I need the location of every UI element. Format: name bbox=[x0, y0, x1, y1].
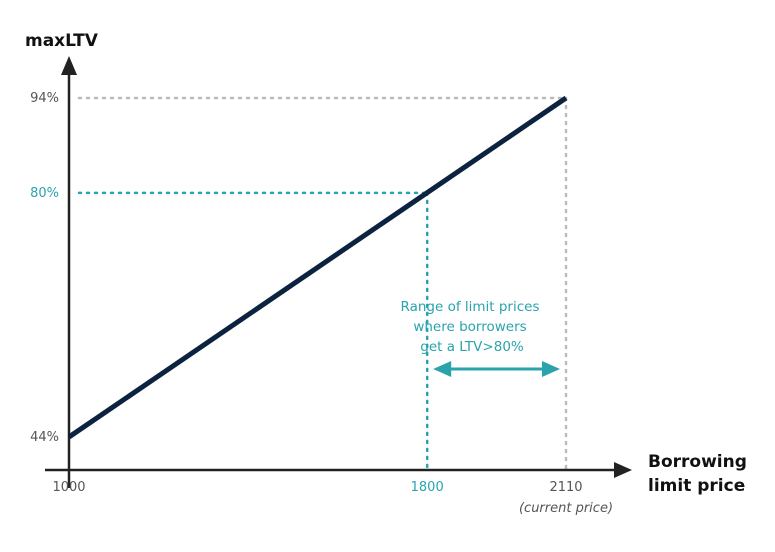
range-arrowhead-right bbox=[542, 361, 560, 377]
x-axis-arrowhead bbox=[614, 462, 632, 478]
range-annotation: Range of limit prices where borrowers ge… bbox=[400, 299, 560, 377]
annotation-line-1: Range of limit prices bbox=[400, 299, 539, 315]
series-line bbox=[67, 95, 568, 440]
x-tick-label: 1000 bbox=[52, 480, 85, 495]
range-arrowhead-left bbox=[433, 361, 452, 377]
series-layer bbox=[67, 95, 568, 440]
annotation-line-2: where borrowers bbox=[413, 319, 526, 335]
x-tick-label: 1800 bbox=[411, 480, 444, 495]
tick-labels: 1000 1800 2110 (current price) 44% 80% 94% bbox=[30, 91, 613, 516]
x-tick-sublabel: (current price) bbox=[519, 501, 613, 516]
y-tick-label: 44% bbox=[30, 430, 59, 445]
y-tick-label: 94% bbox=[30, 91, 59, 106]
x-axis-title-line-1: Borrowing bbox=[648, 452, 747, 472]
x-tick-label: 2110 bbox=[549, 480, 582, 495]
annotation-line-3: get a LTV>80% bbox=[420, 339, 524, 355]
y-axis-title: maxLTV bbox=[25, 31, 99, 51]
y-tick-label: 80% bbox=[30, 186, 59, 201]
guide-lines bbox=[77, 96, 568, 472]
y-axis-arrowhead bbox=[61, 56, 77, 75]
x-axis-title-line-2: limit price bbox=[648, 476, 745, 496]
